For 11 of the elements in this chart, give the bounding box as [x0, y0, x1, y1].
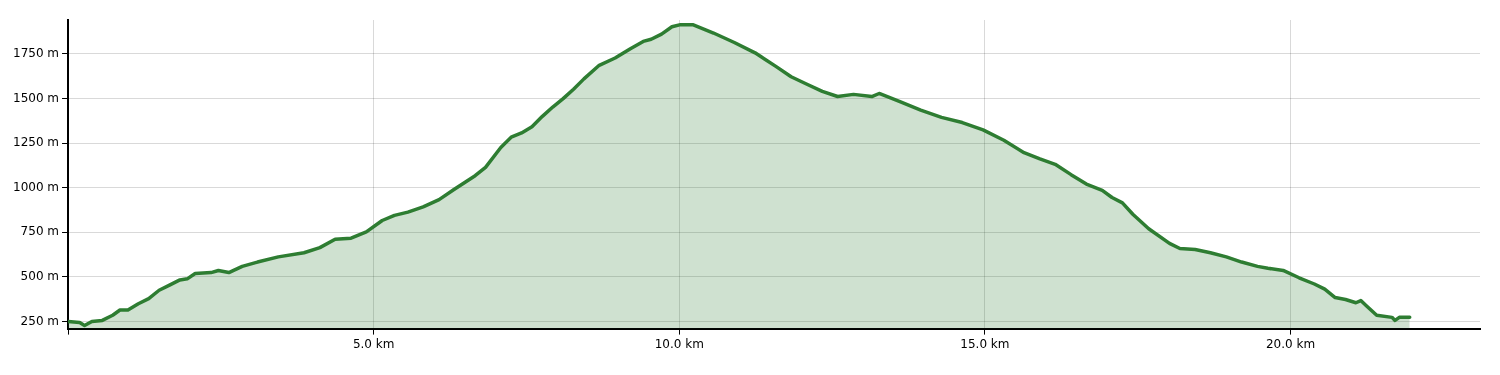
x-tick-label: 15.0 km [960, 336, 1010, 351]
y-tick-label: 1750 m [13, 46, 60, 61]
y-tick-label: 500 m [20, 268, 60, 283]
x-tick-label: 10.0 km [654, 336, 704, 351]
y-tick-label: 1000 m [13, 179, 60, 194]
y-tick-label: 750 m [20, 224, 60, 239]
y-tick-label: 1500 m [13, 90, 60, 105]
y-tick-label: 1250 m [13, 135, 60, 150]
y-tick-label: 250 m [20, 313, 60, 328]
x-tick-label: 5.0 km [352, 336, 395, 351]
x-tick-label: 20.0 km [1265, 336, 1316, 351]
